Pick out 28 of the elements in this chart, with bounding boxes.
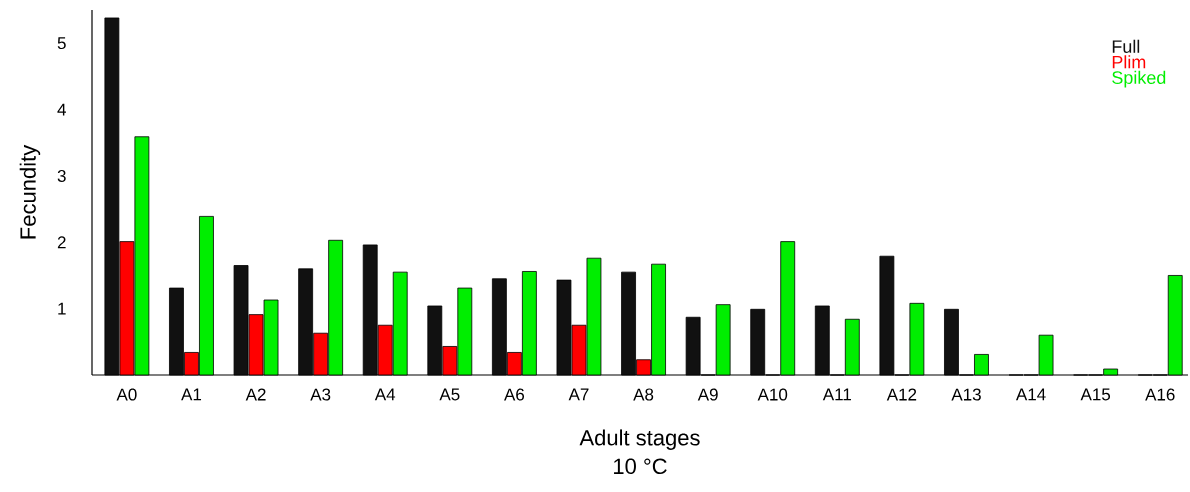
text: Full (1112, 39, 1140, 53)
x-tick-label: A2 (245, 388, 266, 401)
x-tick-label: A13 (951, 388, 981, 401)
y-tick-label: 3 (57, 169, 66, 182)
x-tick-label: A4 (374, 388, 396, 401)
y-tick-label: 4 (57, 103, 66, 116)
text: 10 °C (614, 458, 667, 475)
y-tick-label: 5 (57, 37, 66, 50)
x-tick-label: A6 (504, 388, 525, 401)
y-axis-title: Fecundity (19, 144, 41, 239)
x-tick-label: A5 (439, 388, 460, 401)
y-tick-label: 1 (58, 302, 66, 315)
x-tick-label: A14 (1015, 388, 1046, 401)
text: Spiked (1112, 70, 1166, 88)
x-tick-label: A1 (181, 388, 202, 401)
x-tick-label: A12 (886, 388, 917, 401)
x-tick-label: A16 (1145, 388, 1175, 401)
x-tick-label: A9 (697, 388, 718, 401)
y-tick-label: 2 (57, 236, 66, 249)
x-tick-label: A7 (568, 388, 589, 401)
x-tick-label: A8 (633, 388, 654, 401)
x-tick-label: A10 (757, 388, 788, 401)
x-tick-label: A0 (116, 388, 137, 401)
x-tick-label: A15 (1080, 388, 1111, 401)
x-tick-label: A3 (310, 388, 331, 401)
x-tick-label: A11 (822, 388, 851, 401)
x-axis-title: Adult stages (579, 429, 700, 450)
text: Plim (1112, 55, 1146, 69)
